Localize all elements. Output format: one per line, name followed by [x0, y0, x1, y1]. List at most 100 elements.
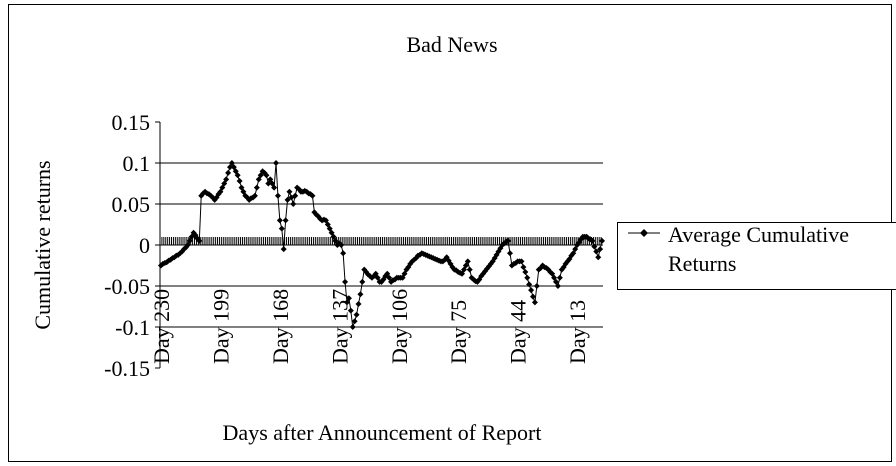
data-point [459, 270, 466, 277]
data-point [553, 278, 560, 285]
data-point [238, 184, 245, 191]
data-point [253, 184, 260, 191]
data-point [342, 278, 349, 285]
data-point [232, 168, 239, 175]
data-point [343, 299, 350, 306]
data-point [460, 266, 467, 273]
y-tick-label: 0.1 [123, 151, 151, 176]
data-point [372, 270, 379, 277]
data-point [267, 176, 274, 183]
data-point [250, 194, 257, 201]
data-point [286, 188, 293, 195]
data-point [466, 266, 473, 273]
data-point [236, 178, 243, 185]
data-point [386, 274, 393, 281]
data-point [549, 270, 556, 277]
data-point [274, 192, 281, 199]
data-point [330, 233, 337, 240]
legend-box [617, 222, 896, 290]
data-point [399, 274, 406, 281]
data-point [355, 301, 362, 308]
data-point [221, 180, 228, 187]
data-point [599, 237, 606, 244]
data-point [271, 184, 278, 191]
x-axis-label: Days after Announcement of Report [223, 420, 542, 445]
data-point [353, 311, 360, 318]
data-point [322, 217, 329, 224]
data-point [265, 180, 272, 187]
data-point [269, 180, 276, 187]
data-point [309, 192, 316, 199]
data-point [338, 242, 345, 248]
data-point [531, 299, 538, 306]
y-tick-label: -0.05 [104, 274, 150, 299]
y-tick-label: 0 [139, 233, 150, 258]
data-point [226, 164, 233, 171]
data-point [186, 237, 193, 244]
data-point [506, 250, 513, 257]
data-point [282, 217, 289, 224]
data-point [556, 274, 563, 281]
data-point [597, 246, 604, 253]
data-point [230, 164, 237, 171]
data-point [401, 270, 408, 277]
data-point [284, 196, 291, 203]
data-point [595, 254, 602, 261]
x-tick-label: Day 44 [506, 300, 531, 364]
data-point [225, 169, 232, 176]
x-tick-label: Day 168 [268, 289, 293, 364]
data-point [505, 237, 512, 244]
data-point [217, 188, 224, 195]
data-point [551, 274, 558, 281]
data-point [526, 281, 533, 288]
data-point [530, 293, 537, 300]
data-point [278, 225, 285, 232]
x-tick-label: Day 230 [149, 289, 174, 364]
data-point [593, 248, 600, 255]
data-point [280, 246, 287, 253]
data-point [347, 307, 354, 314]
data-point [351, 318, 358, 325]
x-tick-label: Day 13 [565, 300, 590, 364]
data-point [240, 188, 247, 195]
data-point [528, 287, 535, 294]
chart-title: Bad News [406, 32, 497, 57]
legend-label: Average Cumulative Returns [668, 222, 850, 276]
data-point [326, 225, 333, 232]
data-point [324, 221, 331, 228]
data-point [464, 258, 471, 265]
y-tick-label: 0.15 [112, 110, 151, 135]
data-point [520, 264, 527, 271]
data-point [263, 172, 270, 179]
legend-marker [640, 229, 648, 237]
y-axis-label: Cumulative returns [30, 160, 55, 329]
x-tick-label: Day 106 [387, 289, 412, 364]
data-point [384, 270, 391, 277]
y-tick-label: -0.1 [115, 315, 150, 340]
data-point [290, 201, 297, 207]
data-point [196, 237, 203, 244]
data-point [273, 160, 280, 166]
y-tick-label: 0.05 [112, 192, 151, 217]
data-point [219, 184, 226, 191]
data-point [591, 243, 598, 250]
data-point [345, 295, 352, 302]
data-point [522, 269, 529, 276]
data-point [357, 291, 364, 298]
data-point [533, 283, 540, 289]
data-point [349, 324, 356, 330]
data-point [462, 262, 469, 269]
y-tick-label: -0.15 [104, 356, 150, 381]
data-point [255, 176, 262, 183]
data-point [251, 192, 258, 199]
data-point [234, 172, 241, 179]
data-point [328, 229, 335, 236]
data-point [292, 192, 299, 199]
data-point [276, 217, 283, 224]
x-tick-label: Day 75 [446, 300, 471, 364]
data-point [518, 258, 525, 265]
data-point [184, 242, 191, 248]
data-point [228, 160, 235, 166]
